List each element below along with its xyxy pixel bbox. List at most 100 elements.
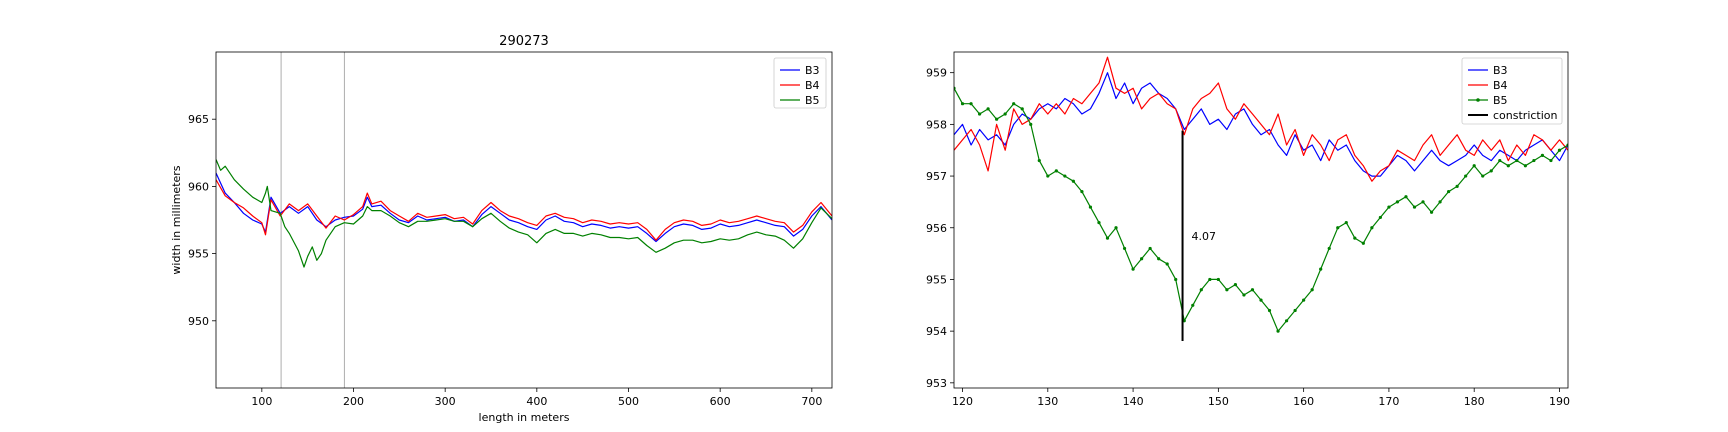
x-tick-label: 400 bbox=[526, 395, 547, 408]
data-point-b5 bbox=[1105, 236, 1110, 240]
data-point-b5 bbox=[1250, 288, 1255, 292]
data-point-b5 bbox=[1208, 277, 1212, 282]
y-tick-label: 956 bbox=[926, 222, 947, 235]
data-point-b5 bbox=[1557, 148, 1562, 152]
data-point-b5 bbox=[1174, 277, 1178, 282]
data-point-b5 bbox=[1438, 200, 1442, 204]
data-point-b5 bbox=[969, 102, 973, 106]
series-line-b4 bbox=[216, 179, 832, 241]
legend-label-b3: B3 bbox=[1493, 64, 1508, 77]
data-point-b5 bbox=[1361, 241, 1365, 245]
legend-label-b5: B5 bbox=[1493, 94, 1508, 107]
data-point-b5 bbox=[1157, 257, 1161, 261]
legend-label-b4: B4 bbox=[1493, 79, 1508, 92]
data-point-b5 bbox=[1395, 200, 1400, 204]
data-point-b5 bbox=[1310, 288, 1314, 292]
data-point-b5 bbox=[1054, 169, 1058, 173]
y-tick-label: 957 bbox=[926, 170, 947, 183]
chart-title: 290273 bbox=[499, 34, 549, 49]
data-point-b5 bbox=[1506, 164, 1510, 168]
data-point-b5 bbox=[1216, 277, 1220, 282]
plot-frame bbox=[215, 51, 833, 389]
data-point-b5 bbox=[1293, 308, 1297, 313]
x-tick-label: 160 bbox=[1293, 395, 1314, 408]
data-point-b5 bbox=[1063, 174, 1067, 178]
data-point-b5 bbox=[1114, 226, 1118, 230]
data-point-b5 bbox=[1404, 195, 1408, 199]
x-tick-label: 150 bbox=[1208, 395, 1229, 408]
data-point-b5 bbox=[1046, 174, 1050, 178]
data-point-b5 bbox=[1080, 189, 1084, 194]
data-point-b5 bbox=[1472, 164, 1476, 168]
data-point-b5 bbox=[1327, 246, 1331, 251]
data-point-b5 bbox=[1481, 174, 1485, 178]
x-tick-label: 300 bbox=[435, 395, 456, 408]
data-point-b5 bbox=[1088, 205, 1093, 209]
legend-box bbox=[1461, 57, 1563, 125]
x-tick-label: 100 bbox=[251, 395, 272, 408]
data-point-b5 bbox=[1455, 184, 1459, 188]
data-point-b5 bbox=[1071, 179, 1075, 183]
data-point-b5 bbox=[995, 117, 999, 121]
y-tick-label: 953 bbox=[926, 377, 947, 390]
data-point-b5 bbox=[1140, 257, 1144, 261]
data-point-b5 bbox=[1259, 298, 1263, 302]
data-point-b5 bbox=[1267, 308, 1272, 313]
data-point-b5 bbox=[1003, 112, 1007, 116]
chart-left: 100 200 300 400 500 600 700 950 955 960 965 290273 l… bbox=[170, 34, 833, 424]
data-point-b5 bbox=[1429, 210, 1434, 214]
plot-series-group bbox=[954, 56, 1568, 333]
series-line-b4 bbox=[954, 56, 1568, 182]
data-point-b5 bbox=[1302, 298, 1306, 302]
data-point-b5 bbox=[1421, 200, 1425, 204]
constriction-label: 4.07 bbox=[1192, 230, 1217, 243]
data-point-b5 bbox=[1097, 220, 1101, 225]
data-point-b5 bbox=[1225, 288, 1229, 292]
data-point-b5 bbox=[1191, 303, 1195, 307]
y-tick-label: 955 bbox=[188, 248, 209, 261]
data-point-b5 bbox=[1370, 226, 1374, 230]
data-point-b5 bbox=[1489, 169, 1493, 173]
data-point-b5 bbox=[1353, 236, 1357, 240]
y-axis-label: width in millimeters bbox=[170, 165, 183, 274]
data-point-b5 bbox=[1336, 226, 1340, 230]
y-tick-label: 959 bbox=[926, 67, 947, 80]
data-point-b5 bbox=[1242, 293, 1246, 297]
data-point-b5 bbox=[1378, 215, 1382, 220]
data-point-b5 bbox=[1012, 102, 1016, 106]
data-point-b5 bbox=[1498, 158, 1502, 163]
data-point-b5 bbox=[1447, 189, 1451, 194]
legend-label-b5: B5 bbox=[805, 94, 820, 107]
data-point-b5 bbox=[1020, 107, 1024, 111]
data-point-b5 bbox=[1412, 205, 1417, 209]
x-tick-label: 200 bbox=[343, 395, 364, 408]
data-point-b5 bbox=[1029, 122, 1033, 126]
x-tick-label: 140 bbox=[1123, 395, 1144, 408]
data-point-b5 bbox=[1532, 158, 1536, 163]
data-point-b5 bbox=[986, 107, 990, 111]
data-point-b5 bbox=[1284, 319, 1289, 323]
x-tick-label: 120 bbox=[952, 395, 973, 408]
legend: B3 B4 B5 bbox=[773, 57, 827, 109]
plot-series-group bbox=[216, 159, 832, 268]
legend-label-b4: B4 bbox=[805, 79, 820, 92]
x-tick-label: 170 bbox=[1378, 395, 1399, 408]
data-point-b5 bbox=[1122, 246, 1127, 251]
data-point-b5 bbox=[1549, 158, 1553, 163]
data-point-b5 bbox=[1199, 288, 1203, 292]
y-tick-label: 954 bbox=[926, 325, 947, 338]
legend-marker-b5 bbox=[1476, 98, 1480, 102]
data-point-b5 bbox=[1523, 164, 1527, 168]
y-tick-label: 955 bbox=[926, 273, 947, 286]
chart-right: 4.07 120 130 140 150 160 170 180 190 953 954 955 956… bbox=[926, 51, 1570, 408]
y-tick-label: 960 bbox=[188, 180, 209, 193]
y-tick-label: 950 bbox=[188, 315, 209, 328]
plot-frame bbox=[953, 51, 1569, 389]
data-point-b5 bbox=[1319, 267, 1323, 271]
data-point-b5 bbox=[1515, 158, 1519, 163]
x-axis-label: length in meters bbox=[479, 411, 570, 424]
x-tick-label: 190 bbox=[1549, 395, 1570, 408]
x-tick-label: 600 bbox=[710, 395, 731, 408]
series-line-b5 bbox=[216, 159, 832, 268]
legend-label-b3: B3 bbox=[805, 64, 820, 77]
